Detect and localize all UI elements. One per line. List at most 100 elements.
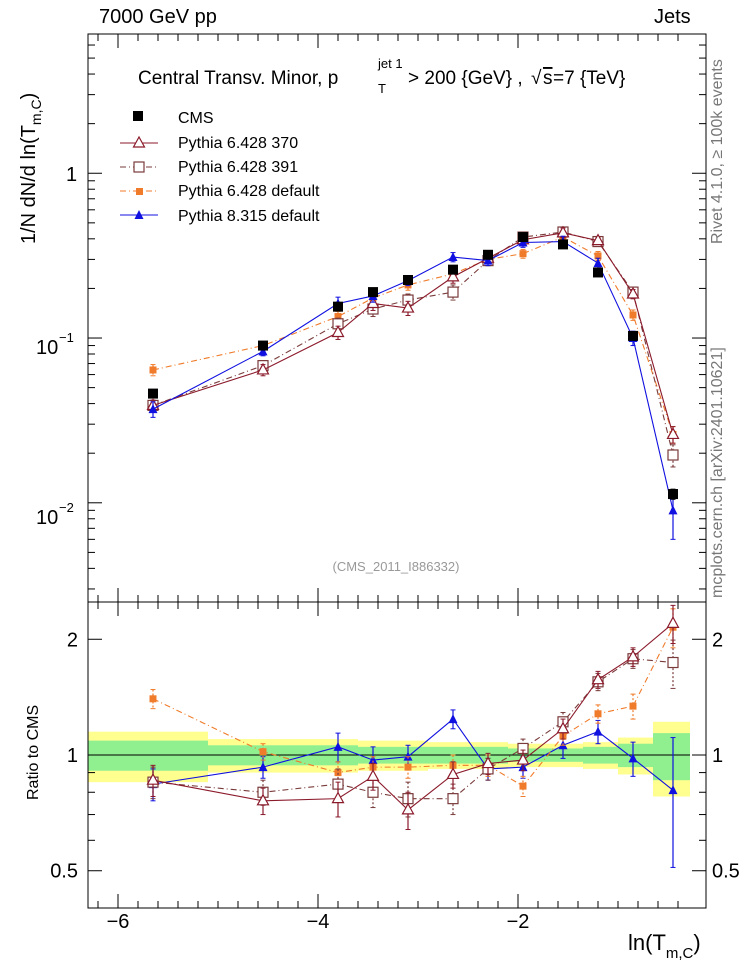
ratio-ytick-label-left: 1 xyxy=(67,745,78,767)
ratio-point-pythia-6-428-370 xyxy=(516,752,530,765)
main-point-cms xyxy=(368,287,378,298)
ytick-exponent-1e-2: −2 xyxy=(59,500,74,515)
ratio-ytick-label-right: 0.5 xyxy=(712,861,740,883)
x-axis-label: ln(Tm,C) xyxy=(628,930,701,962)
main-point-cms xyxy=(593,267,603,278)
main-point-pythia-6-428-370 xyxy=(666,427,680,440)
ratio-line-pythia-6-428-default xyxy=(152,626,674,787)
ratio-point-pythia-6-428-default xyxy=(334,769,342,777)
ratio-line-pythia-8-315-default xyxy=(152,718,674,791)
title-sqrt-s: s xyxy=(543,68,553,89)
legend-label-p6-default: Pythia 6.428 default xyxy=(178,183,320,200)
ytick-label-1e0: 1 xyxy=(66,164,77,186)
process-label: 7000 GeV pp xyxy=(99,6,217,28)
main-point-pythia-6-428-370 xyxy=(446,269,460,282)
main-point-pythia-6-428-370 xyxy=(401,300,415,313)
main-point-pythia-6-428-370 xyxy=(626,286,640,299)
ratio-band-green xyxy=(88,740,208,771)
main-point-pythia-6-428-370 xyxy=(256,362,270,375)
legend-marker-p6-391 xyxy=(133,161,145,173)
ratio-point-pythia-8-315-default xyxy=(593,726,603,736)
title-superscript: jet 1 xyxy=(377,56,403,71)
xtick-label: −2 xyxy=(507,911,530,933)
ratio-point-pythia-8-315-default xyxy=(368,755,378,765)
ratio-point-pythia-6-428-370 xyxy=(146,772,160,785)
ratio-point-pythia-6-428-370 xyxy=(556,721,570,734)
main-point-pythia-8-315-default xyxy=(483,255,493,265)
ratio-point-pythia-6-428-370 xyxy=(256,793,270,806)
main-ylabel-text: 1/N dN/d ln(T xyxy=(18,125,40,244)
main-ylabel-close: ) xyxy=(18,93,40,100)
ratio-series-pythia-8-315-default xyxy=(148,709,678,868)
main-point-pythia-6-428-370 xyxy=(591,233,605,246)
ratio-point-pythia-6-428-370 xyxy=(331,791,345,804)
observable-type-label: Jets xyxy=(654,6,691,28)
ratio-ytick-label-right: 1 xyxy=(712,745,723,767)
main-point-pythia-8-315-default xyxy=(148,404,158,414)
legend-marker-p6-default xyxy=(136,188,143,195)
main-point-cms xyxy=(403,274,413,285)
ratio-plot-frame xyxy=(87,601,707,909)
main-point-pythia-8-315-default xyxy=(448,252,458,262)
ratio-line-pythia-6-428-370 xyxy=(152,622,674,811)
xlabel-sub: m,C xyxy=(666,945,694,962)
ratio-point-pythia-6-428-370 xyxy=(481,756,495,769)
ratio-series-pythia-6-428-370 xyxy=(146,604,680,831)
legend-label-p6-391: Pythia 6.428 391 xyxy=(178,159,298,176)
main-point-pythia-8-315-default xyxy=(593,258,603,268)
ratio-point-pythia-6-428-370 xyxy=(626,649,640,662)
xtick-label: −4 xyxy=(307,911,330,933)
ratio-band-green xyxy=(653,733,690,781)
legend-marker-p8-default xyxy=(134,210,144,219)
main-point-cms xyxy=(628,330,638,341)
ratio-y-tick-labels: 0.5 0.5 1 1 2 2 xyxy=(50,629,740,882)
ratio-point-pythia-6-428-370 xyxy=(446,767,460,780)
main-point-cms xyxy=(333,301,343,312)
ratio-point-pythia-8-315-default xyxy=(333,741,343,751)
main-point-cms xyxy=(448,264,458,275)
ratio-point-pythia-6-428-370 xyxy=(591,672,605,685)
main-point-cms xyxy=(483,249,493,260)
main-point-cms xyxy=(668,489,678,500)
main-plot-area xyxy=(88,33,706,908)
title-sqrt-sign: √ xyxy=(531,68,542,89)
ytick-label-1e-2: 10 xyxy=(36,507,58,529)
main-line-pythia-6-428-default xyxy=(152,236,674,435)
main-series-pythia-6-428-370 xyxy=(146,225,680,444)
svg-text:1/N dN/d ln(Tm,C): 1/N dN/d ln(Tm,C) xyxy=(18,93,44,244)
main-point-pythia-6-428-default xyxy=(519,250,527,258)
main-point-pythia-6-428-391 xyxy=(667,449,679,461)
main-line-pythia-8-315-default xyxy=(152,241,674,511)
ratio-point-pythia-8-315-default xyxy=(448,714,458,724)
title-text: Central Transv. Minor, p xyxy=(138,68,338,89)
ratio-point-pythia-6-428-370 xyxy=(666,616,680,628)
ratio-ytick-label-left: 2 xyxy=(67,629,78,651)
main-y-tick-labels: 10 −2 10 −1 1 xyxy=(36,164,77,529)
ratio-point-pythia-8-315-default xyxy=(628,753,638,763)
main-y-axis-label: 1/N dN/d ln(Tm,C) xyxy=(18,93,44,244)
title-subscript: T xyxy=(378,81,386,96)
main-ylabel-sub: m,C xyxy=(28,99,44,125)
ratio-point-pythia-6-428-default xyxy=(629,702,637,710)
main-point-pythia-8-315-default xyxy=(668,505,678,515)
ratio-line-pythia-6-428-391 xyxy=(152,658,674,800)
legend-label-p6-370: Pythia 6.428 370 xyxy=(178,135,298,152)
main-point-cms xyxy=(258,340,268,351)
ratio-point-pythia-6-428-default xyxy=(404,763,412,771)
ratio-point-pythia-6-428-default xyxy=(259,748,267,756)
main-point-pythia-6-428-default xyxy=(149,366,157,374)
xtick-label: −6 xyxy=(107,911,130,933)
ratio-point-pythia-6-428-370 xyxy=(366,769,380,781)
ratio-point-pythia-6-428-370 xyxy=(401,802,415,815)
ratio-point-pythia-8-315-default xyxy=(258,762,268,772)
xlabel-text: ln(T xyxy=(628,930,666,955)
x-tick-labels: −6 −4 −2 xyxy=(107,911,530,933)
main-point-cms xyxy=(558,239,568,250)
main-point-pythia-6-428-default xyxy=(594,252,602,260)
ratio-point-pythia-6-428-default xyxy=(594,710,602,718)
main-point-pythia-6-428-default xyxy=(334,313,342,321)
legend-marker-cms xyxy=(133,111,143,121)
legend: CMS Pythia 6.428 370 Pythia 6.428 391 Py… xyxy=(120,110,320,225)
ratio-point-pythia-6-428-391 xyxy=(667,656,679,669)
